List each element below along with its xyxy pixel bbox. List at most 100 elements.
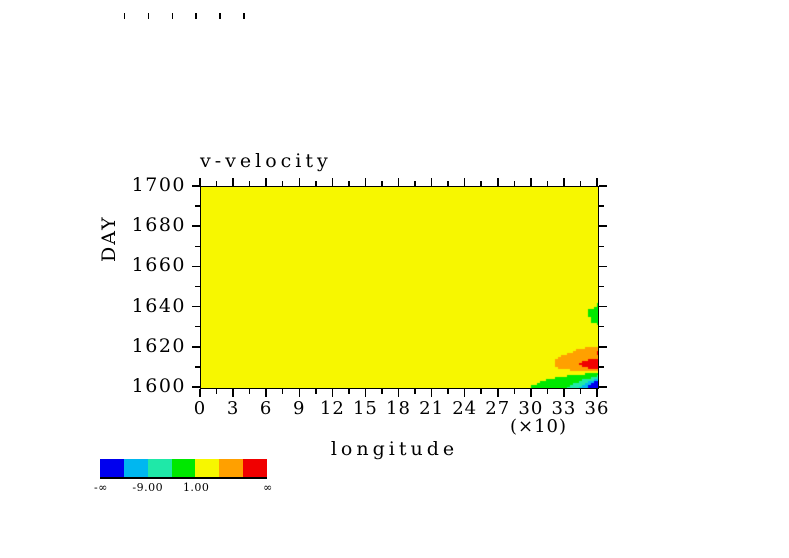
colorbar-divider xyxy=(147,13,150,19)
x-major-tick xyxy=(463,388,466,397)
x-tick-label: 30 xyxy=(518,398,544,419)
x-minor-tick-top xyxy=(414,181,416,186)
x-minor-tick xyxy=(215,388,218,394)
x-minor-tick xyxy=(348,388,350,394)
x-minor-tick-top xyxy=(546,181,549,186)
y-minor-tick xyxy=(195,325,200,328)
x-major-tick xyxy=(232,388,234,397)
colorbar-divider xyxy=(195,13,197,19)
plot-area xyxy=(200,186,599,389)
colorbar-divider xyxy=(243,13,245,19)
x-minor-tick-top xyxy=(381,181,383,186)
x-minor-tick-top xyxy=(281,181,284,186)
y-tick-label: 1600 xyxy=(131,375,186,397)
x-minor-tick xyxy=(281,388,284,394)
x-minor-tick-top xyxy=(447,181,449,186)
colorbar xyxy=(100,459,268,478)
y-major-tick xyxy=(192,185,200,187)
colorbar-band-3 xyxy=(171,459,196,478)
colorbar-tick-label: ∞ xyxy=(263,481,273,494)
x-minor-tick xyxy=(248,388,251,394)
x-minor-tick-top xyxy=(579,181,582,186)
x-minor-tick-top xyxy=(248,181,251,186)
x-major-tick-top xyxy=(232,178,234,186)
y-tick-label: 1660 xyxy=(131,254,186,277)
plot-title: v-velocity xyxy=(200,150,332,172)
y-tick-label: 1620 xyxy=(131,334,186,357)
x-tick-label: 12 xyxy=(319,398,345,419)
x-minor-tick xyxy=(381,388,383,394)
x-minor-tick xyxy=(447,388,449,394)
y-tick-label: 1700 xyxy=(131,174,186,196)
y-minor-tick-right xyxy=(598,285,604,288)
x-major-tick-top xyxy=(364,178,367,186)
heatmap-image xyxy=(201,187,598,388)
x-major-tick-top xyxy=(596,178,598,186)
y-minor-tick-right xyxy=(598,245,604,248)
x-minor-tick xyxy=(513,388,516,394)
x-major-tick-top xyxy=(497,178,499,186)
x-tick-label: 21 xyxy=(419,398,445,419)
x-major-tick xyxy=(596,388,598,397)
y-major-tick-right xyxy=(598,386,607,388)
x-major-tick-top xyxy=(331,178,334,186)
x-minor-tick xyxy=(546,388,549,394)
y-major-tick xyxy=(192,265,200,268)
y-major-tick xyxy=(192,305,200,308)
x-major-tick-top xyxy=(397,178,400,186)
y-major-tick-right xyxy=(598,305,607,308)
y-major-tick-right xyxy=(598,346,607,348)
y-major-tick-right xyxy=(598,185,607,187)
colorbar-divider xyxy=(171,13,174,19)
y-tick-label: 1640 xyxy=(131,294,186,317)
x-major-tick xyxy=(397,388,400,397)
x-major-tick-top xyxy=(563,178,565,186)
x-tick-label: 3 xyxy=(226,398,240,419)
x-minor-tick-top xyxy=(513,181,516,186)
x-major-tick xyxy=(497,388,499,397)
y-minor-tick xyxy=(195,205,200,207)
y-minor-tick-right xyxy=(598,325,604,328)
colorbar-divider xyxy=(219,13,221,19)
y-minor-tick xyxy=(195,245,200,248)
x-tick-label: 15 xyxy=(352,398,378,419)
y-minor-tick xyxy=(195,366,200,368)
colorbar-band-5 xyxy=(219,459,244,478)
x-major-tick-top xyxy=(298,178,300,186)
colorbar-band-6 xyxy=(243,459,268,478)
x-tick-label: 33 xyxy=(551,398,577,419)
x-minor-tick xyxy=(315,388,317,394)
x-minor-tick-top xyxy=(480,181,482,186)
x-major-tick-top xyxy=(530,178,532,186)
colorbar-bands xyxy=(100,459,268,478)
x-major-tick xyxy=(530,388,532,397)
colorbar-tick-label: 1.00 xyxy=(182,481,210,494)
x-minor-tick-top xyxy=(348,181,350,186)
x-tick-label: 27 xyxy=(485,398,511,419)
colorbar-divider xyxy=(123,13,126,19)
x-tick-label: 0 xyxy=(193,398,207,419)
x-major-tick xyxy=(430,388,433,397)
y-minor-tick-right xyxy=(598,366,604,368)
x-minor-tick-top xyxy=(215,181,218,186)
x-major-tick xyxy=(563,388,565,397)
x-axis-title: longitude xyxy=(330,438,459,460)
x-major-tick xyxy=(199,388,201,397)
colorbar-band-1 xyxy=(123,459,148,478)
x-major-tick xyxy=(364,388,367,397)
y-minor-tick xyxy=(195,285,200,288)
y-minor-tick-right xyxy=(598,205,604,207)
y-tick-label: 1680 xyxy=(131,214,186,237)
y-major-tick xyxy=(192,225,200,227)
x-minor-tick xyxy=(579,388,582,394)
x-major-tick-top xyxy=(199,178,201,186)
x-major-tick xyxy=(298,388,300,397)
x-minor-tick xyxy=(414,388,416,394)
x-major-tick-top xyxy=(430,178,433,186)
colorbar-tick-label: -9.00 xyxy=(132,481,164,494)
y-major-tick xyxy=(192,346,200,348)
colorbar-baseline xyxy=(100,477,267,479)
colorbar-band-0 xyxy=(100,459,124,478)
x-axis-multiplier: (×10) xyxy=(510,416,568,437)
colorbar-band-2 xyxy=(147,459,172,478)
